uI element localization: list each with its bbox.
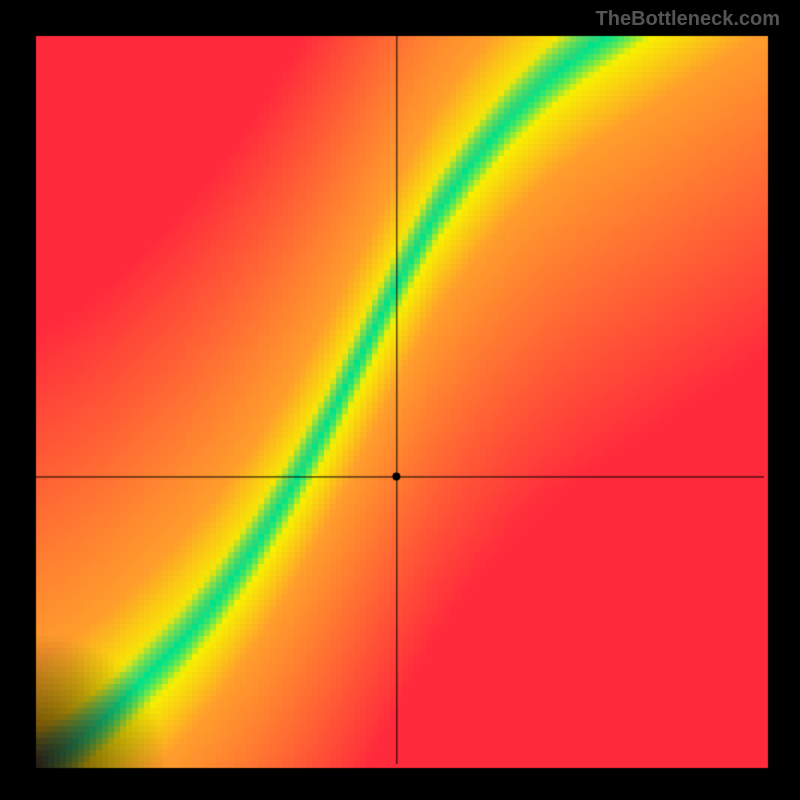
bottleneck-heatmap xyxy=(0,0,800,800)
chart-container: TheBottleneck.com xyxy=(0,0,800,800)
watermark-text: TheBottleneck.com xyxy=(596,8,780,31)
